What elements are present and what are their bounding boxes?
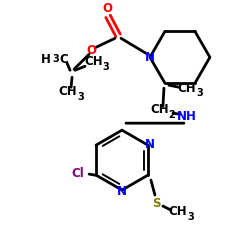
Text: CH: CH	[59, 85, 78, 98]
Text: 3: 3	[53, 54, 60, 64]
Text: O: O	[102, 2, 112, 15]
Text: 2: 2	[168, 110, 175, 120]
Text: N: N	[117, 184, 127, 198]
Text: CH: CH	[168, 204, 187, 218]
Text: N: N	[145, 138, 155, 151]
Text: O: O	[86, 44, 96, 57]
Text: 3: 3	[196, 88, 203, 98]
Text: 3: 3	[103, 62, 110, 72]
Text: H: H	[41, 53, 51, 66]
Text: S: S	[152, 196, 160, 209]
Text: Cl: Cl	[72, 166, 85, 179]
Text: 3: 3	[78, 92, 84, 102]
Text: 3: 3	[188, 212, 194, 222]
Text: N: N	[145, 51, 155, 64]
Text: CH: CH	[178, 82, 196, 95]
Text: NH: NH	[177, 110, 197, 123]
Text: C: C	[60, 53, 68, 66]
Text: CH: CH	[85, 55, 103, 68]
Text: CH: CH	[151, 103, 169, 116]
